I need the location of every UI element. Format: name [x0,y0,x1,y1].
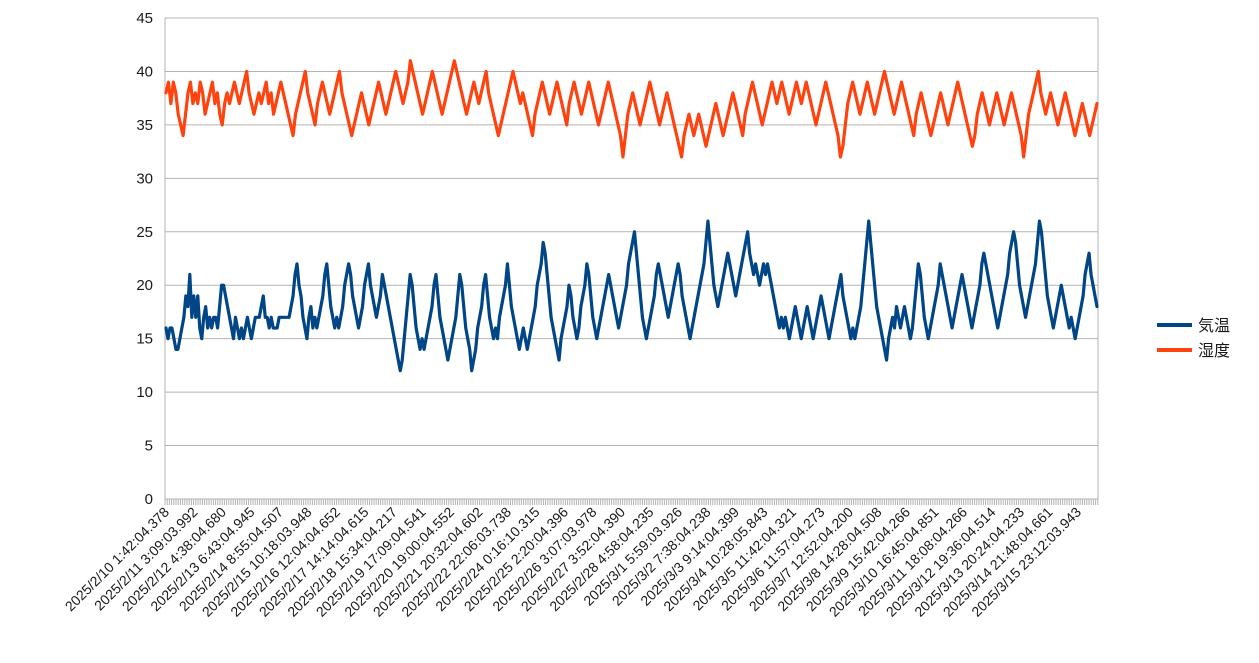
y-tick-label: 5 [145,438,153,455]
x-axis-minor-ticks [164,499,1099,505]
y-tick-label: 25 [136,224,153,241]
series-line-0 [164,219,1099,373]
series-line-1 [164,59,1099,159]
y-axis-tick-labels: 0 5 10 15 20 25 30 35 40 45 [136,10,153,508]
y-tick-label: 10 [136,384,153,401]
series-lines [164,59,1099,373]
y-tick-label: 45 [136,10,153,27]
y-tick-label: 40 [136,63,153,80]
y-tick-label: 15 [136,331,153,348]
y-tick-label: 30 [136,170,153,187]
y-tick-label: 0 [145,491,153,508]
y-tick-label: 20 [136,277,153,294]
grid-lines [164,17,1099,505]
legend-label-1: 湿度 [1198,342,1230,360]
legend-label-0: 気温 [1198,317,1230,335]
y-tick-label: 35 [136,117,153,134]
